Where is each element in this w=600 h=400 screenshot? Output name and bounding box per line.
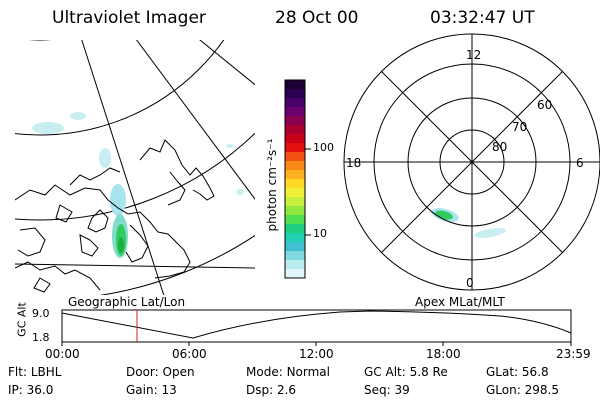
mlt-label-6: 6 [576,156,584,170]
colorbar-tick-100: 100 [313,141,334,154]
altitude-curve [61,310,572,339]
status-dsp: Dsp: 2.6 [246,383,297,397]
geographic-map [15,40,255,295]
aurora-emission-polar [431,208,506,238]
status-filter: Flt: LBHL [8,365,62,379]
status-glat: GLat: 56.8 [486,365,549,379]
meridian-grid [15,40,255,295]
colorbar-swatch [285,107,305,117]
colorbar-swatch [285,260,305,270]
mlt-label-12: 12 [466,48,482,62]
coastline [15,139,215,293]
right-panel-caption: Apex MLat/MLT [415,295,505,309]
mlt-label-18: 18 [346,156,362,170]
colorbar-swatch [285,125,305,135]
colorbar-swatch [285,188,305,198]
polar-plot [343,33,600,291]
status-gc-alt: GC Alt: 5.8 Re [364,365,448,379]
colorbar-swatch [285,80,305,90]
timeline-x-tick-2: 12:00 [299,347,334,361]
colorbar-swatch [285,215,305,225]
lat-label-80: 80 [492,140,508,154]
timeline-x-tick-0: 00:00 [45,347,80,361]
timeline-x-tick-4: 23:59 [556,347,591,361]
colorbar-swatch [285,116,305,126]
colorbar [284,79,311,279]
mlt-label-0: 0 [466,276,474,290]
time-label: 03:32:47 UT [430,8,535,28]
status-seq: Seq: 39 [364,383,410,397]
status-mode: Mode: Normal [246,365,330,379]
status-ip: IP: 36.0 [8,383,54,397]
timeline-x-tick-3: 18:00 [426,347,461,361]
colorbar-swatch [285,89,305,99]
colorbar-swatch [285,98,305,108]
colorbar-swatch [285,197,305,207]
status-gain: Gain: 13 [126,383,177,397]
colorbar-swatch [285,251,305,261]
colorbar-swatch [285,161,305,171]
colorbar-swatch [285,224,305,234]
timeline-x-tick-1: 06:00 [172,347,207,361]
colorbar-swatch [285,269,305,279]
colorbar-swatch [285,179,305,189]
colorbar-swatch [285,233,305,243]
colorbar-swatch [285,170,305,180]
colorbar-unit-label: photon cm⁻²s⁻¹ [265,138,279,232]
lat-label-70: 70 [512,120,528,134]
mlt-diag-2 [381,71,563,253]
latitude-grid [15,40,255,295]
timeline-y-label: GC Alt [15,302,29,337]
colorbar-swatch [285,143,305,153]
colorbar-swatch [285,242,305,252]
lat-label-60: 60 [537,98,553,112]
left-panel-caption: Geographic Lat/Lon [68,295,186,309]
status-door: Door: Open [126,365,195,379]
aurora-emission-geo [32,112,244,258]
date-label: 28 Oct 00 [275,8,359,28]
colorbar-tick-10: 10 [313,227,327,240]
timeline-y-tick-high: 9.0 [32,307,50,320]
colorbar-swatch [285,206,305,216]
colorbar-swatch [285,152,305,162]
timeline-y-tick-low: 1.8 [32,331,50,344]
colorbar-swatch [285,134,305,144]
instrument-title: Ultraviolet Imager [52,8,206,28]
altitude-timeline [61,309,572,346]
status-glon: GLon: 298.5 [486,383,559,397]
